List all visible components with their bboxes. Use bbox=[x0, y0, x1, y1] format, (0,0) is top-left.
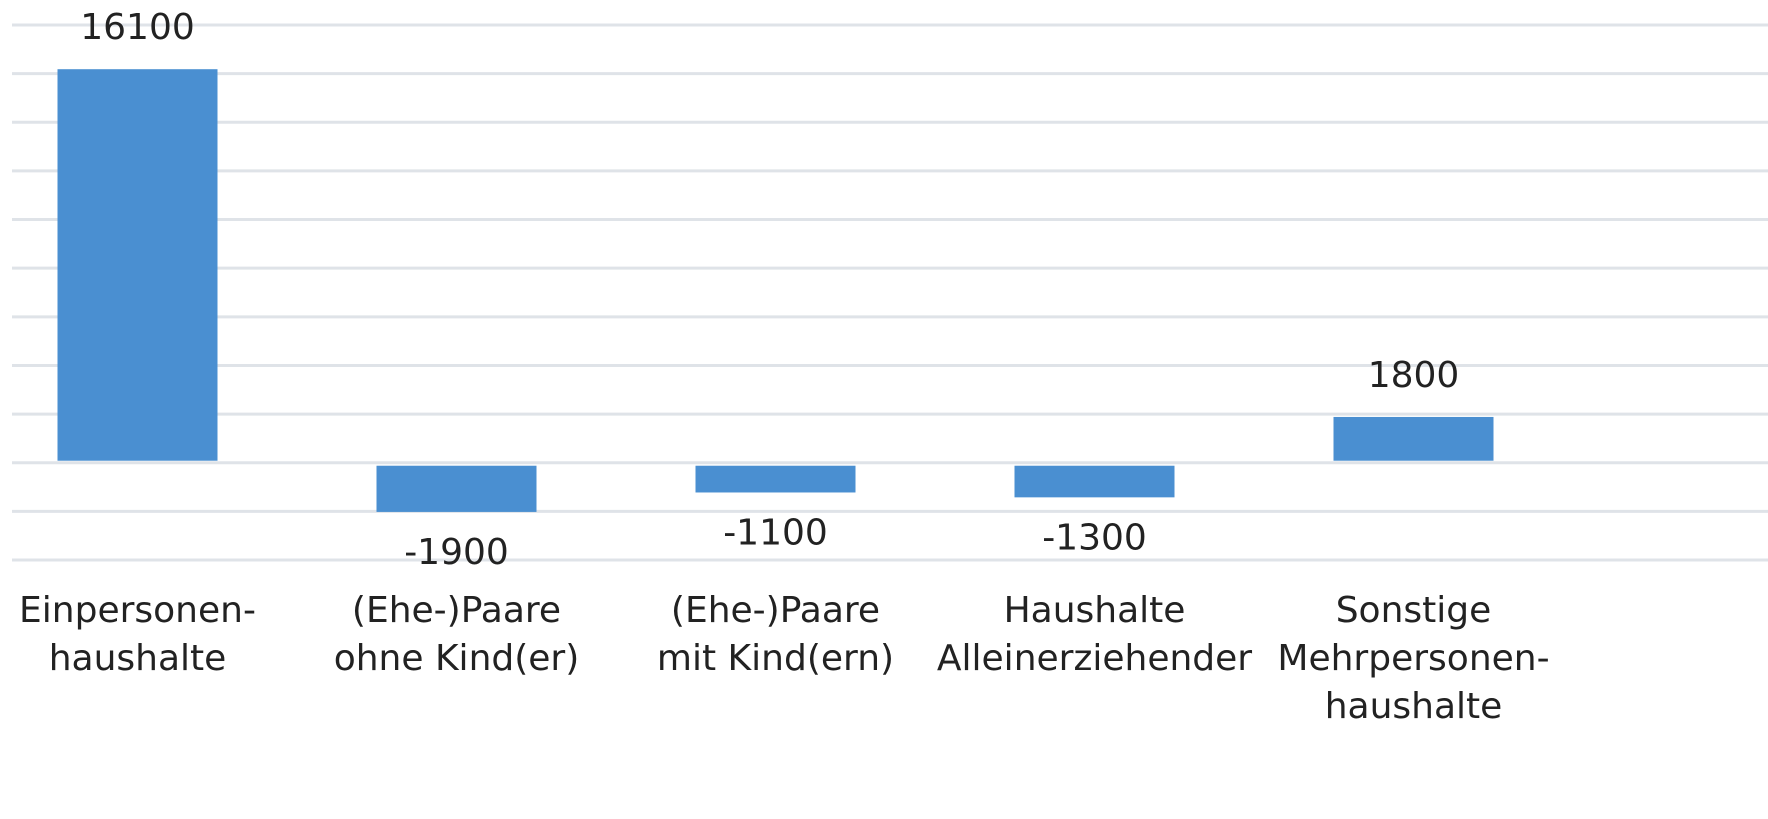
bar bbox=[695, 465, 856, 493]
x-tick-label-line: Mehrpersonen- bbox=[1277, 638, 1549, 679]
x-tick-label: (Ehe-)Paare mit Kind(ern) bbox=[657, 590, 894, 679]
x-tick-label: Sonstige Mehrpersonen-haushalte bbox=[1277, 590, 1549, 727]
x-tick-label: Haushalte Alleinerziehender bbox=[937, 590, 1252, 679]
value-label: -1900 bbox=[404, 532, 509, 573]
bar bbox=[1014, 465, 1175, 498]
value-label: 1800 bbox=[1368, 355, 1460, 396]
x-tick-label-line: (Ehe-)Paare bbox=[671, 590, 880, 631]
value-label: 16100 bbox=[80, 7, 195, 48]
x-tick-label-line: Alleinerziehender bbox=[937, 638, 1252, 679]
x-tick-label: Einpersonen-haushalte bbox=[19, 590, 256, 679]
x-tick-label-line: Sonstige bbox=[1336, 590, 1492, 631]
bar bbox=[376, 465, 537, 512]
x-tick-label: (Ehe-)Paare ohne Kind(er) bbox=[334, 590, 580, 679]
x-tick-label-line: (Ehe-)Paare bbox=[352, 590, 561, 631]
value-label: -1100 bbox=[723, 512, 828, 553]
x-tick-label-line: haushalte bbox=[1325, 686, 1503, 727]
x-tick-label-line: Einpersonen- bbox=[19, 590, 256, 631]
value-label: -1300 bbox=[1042, 517, 1147, 558]
x-tick-label-line: mit Kind(ern) bbox=[657, 638, 894, 679]
x-tick-label-line: Haushalte bbox=[1004, 590, 1186, 631]
x-tick-label-line: haushalte bbox=[49, 638, 227, 679]
bar bbox=[1333, 416, 1494, 461]
x-tick-label-line: ohne Kind(er) bbox=[334, 638, 580, 679]
bar bbox=[57, 69, 218, 461]
